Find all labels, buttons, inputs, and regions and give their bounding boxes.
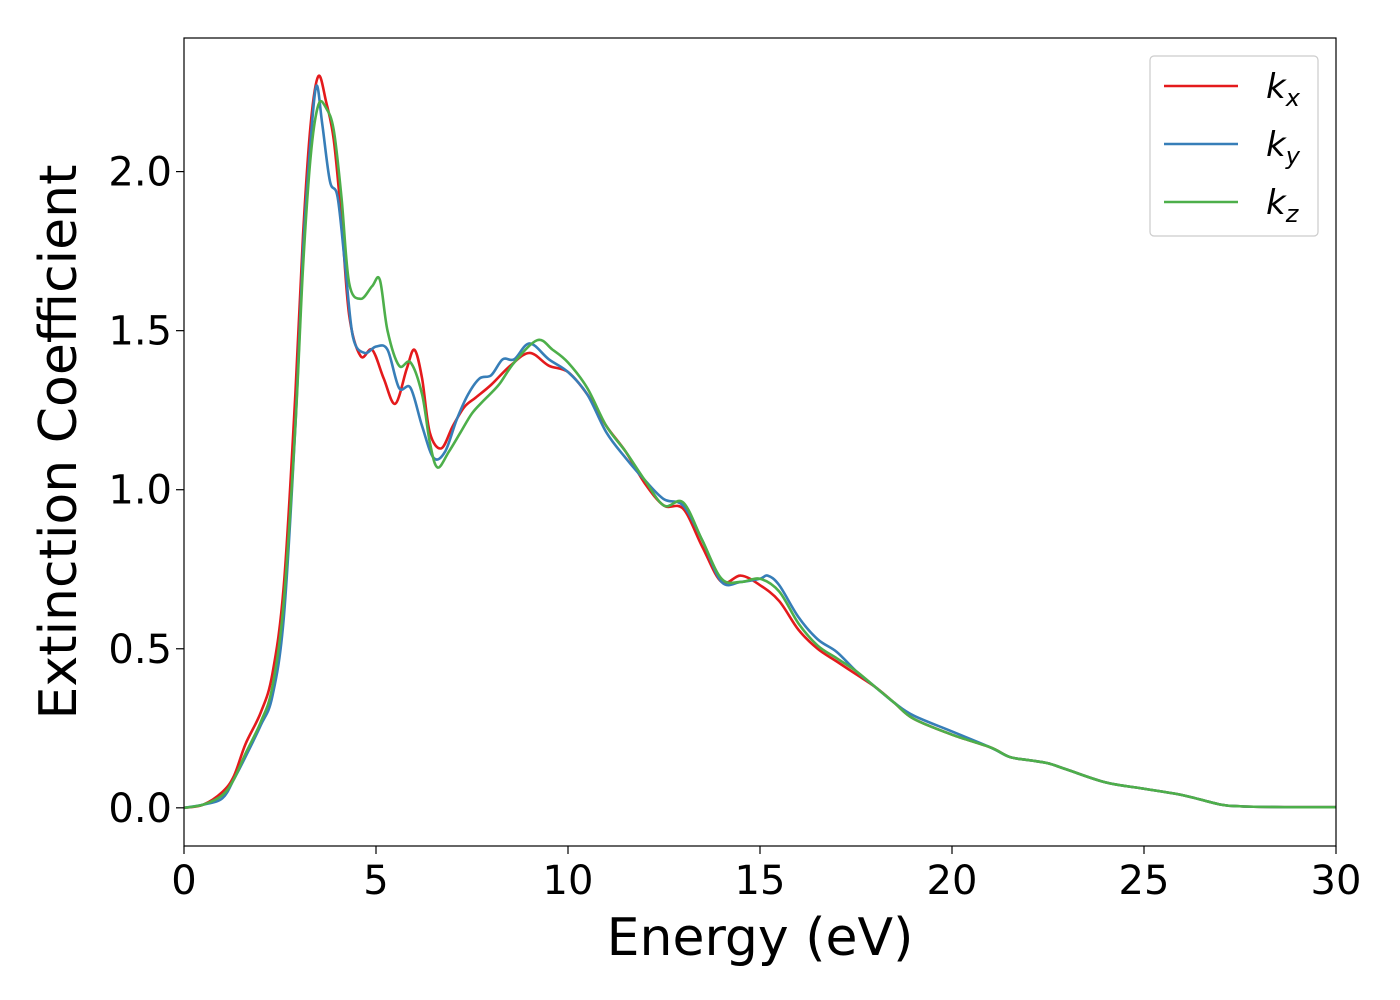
legend-label-subscript: y (1285, 142, 1301, 170)
y-tick-label: 1.5 (108, 309, 172, 355)
legend-label-subscript: z (1285, 200, 1300, 228)
x-tick-label: 0 (171, 858, 196, 904)
x-axis: 0 5 10 15 20 25 30 (171, 846, 1361, 904)
legend-label-x: kx (1266, 67, 1301, 112)
y-tick-label: 2.0 (108, 150, 172, 196)
legend-label-subscript: x (1285, 84, 1301, 112)
x-tick-label: 30 (1311, 858, 1362, 904)
legend-label-main: k (1266, 125, 1287, 165)
legend-frame (1149, 55, 1319, 237)
x-tick-label: 20 (927, 858, 978, 904)
y-tick-label: 1.0 (108, 468, 172, 514)
y-tick-label: 0.0 (108, 786, 172, 832)
legend-label-y: ky (1266, 125, 1301, 170)
series-layer (183, 74, 1337, 810)
x-tick-label: 25 (1119, 858, 1170, 904)
y-axis-title: Extinction Coefficient (29, 165, 89, 720)
legend-label-z: kz (1266, 183, 1300, 228)
y-tick-label: 0.5 (108, 627, 172, 673)
series-line-z (183, 99, 1337, 810)
x-axis-title: Energy (eV) (607, 908, 914, 968)
x-tick-label: 10 (543, 858, 594, 904)
x-tick-label: 15 (735, 858, 786, 904)
legend-label-main: k (1266, 67, 1287, 107)
x-tick-label: 5 (363, 858, 388, 904)
legend-label-main: k (1266, 183, 1287, 223)
y-axis: 0.0 0.5 1.0 1.5 2.0 (108, 150, 184, 832)
